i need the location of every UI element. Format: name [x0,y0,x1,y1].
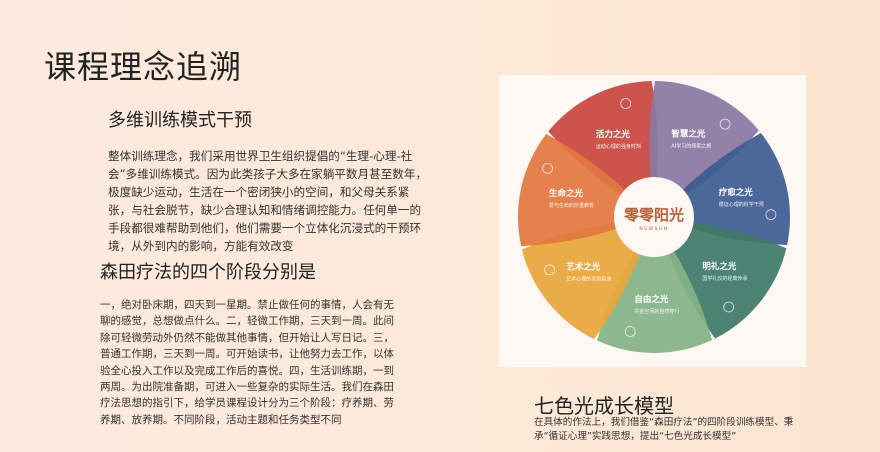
logo-subtext: NEWSUN [639,226,668,232]
wheel-center [614,177,694,257]
petal-title: 艺术之光 [566,262,601,273]
petal-title: 活力之光 [596,129,631,140]
landscape-icon [624,326,636,337]
page-title: 课程理念追溯 [44,48,243,86]
petal-title: 疗愈之光 [719,187,754,198]
wheel-petal: 智慧之光 AI学习的探索之旅 [649,81,759,210]
petal-subtitle: 艺术心理的灵动启迪 [566,276,611,283]
palette-icon [544,264,556,276]
petal-title: 明礼之光 [702,261,737,272]
petal-subtitle: 国学礼仪的经典传承 [702,275,747,282]
section-body: 整体训练理念，我们采用世界卫生组织提倡的“生理-心理-社会”多维训练模式。因为此… [108,149,428,253]
section-body: 在具体的作法上，我们借鉴“森田疗法”的四阶段训练模型、秉承“循证心理”实践思想，… [534,417,794,442]
petal-title: 智慧之光 [670,128,706,139]
logo-text: 零零阳光 [623,206,684,224]
petal-subtitle: 运动心理的强身时刻 [596,143,641,150]
petal-title: 自由之光 [634,294,669,305]
section-heading: 森田疗法的四个阶段分别是 [100,262,316,283]
petal-subtitle: AI学习的探索之旅 [671,142,711,149]
bowing-people-icon [723,301,735,313]
petal-subtitle: 爱与生命的珍重教育 [549,202,594,209]
atom-icon [719,118,731,130]
head-brain-icon [765,209,777,221]
seven-color-wheel-image: 活力之光运动心理的强身时刻 智慧之光 AI学习的探索之旅疗愈之光循证心理的科学干预明… [499,75,806,367]
heart-leaf-icon [542,162,554,174]
petal-subtitle: 共创空间的自然穿行 [634,308,679,315]
section-body: 一，绝对卧床期，四天到一星期。禁止做任何的事情，人会有无聊的感觉，总想做点什么。… [100,299,394,426]
running-person-icon [620,98,632,109]
petal-title: 生命之光 [549,188,584,199]
section-heading: 多维训练模式干预 [108,110,252,131]
section-heading: 七色光成长模型 [534,394,674,418]
petal-subtitle: 循证心理的科学干预 [719,201,764,208]
